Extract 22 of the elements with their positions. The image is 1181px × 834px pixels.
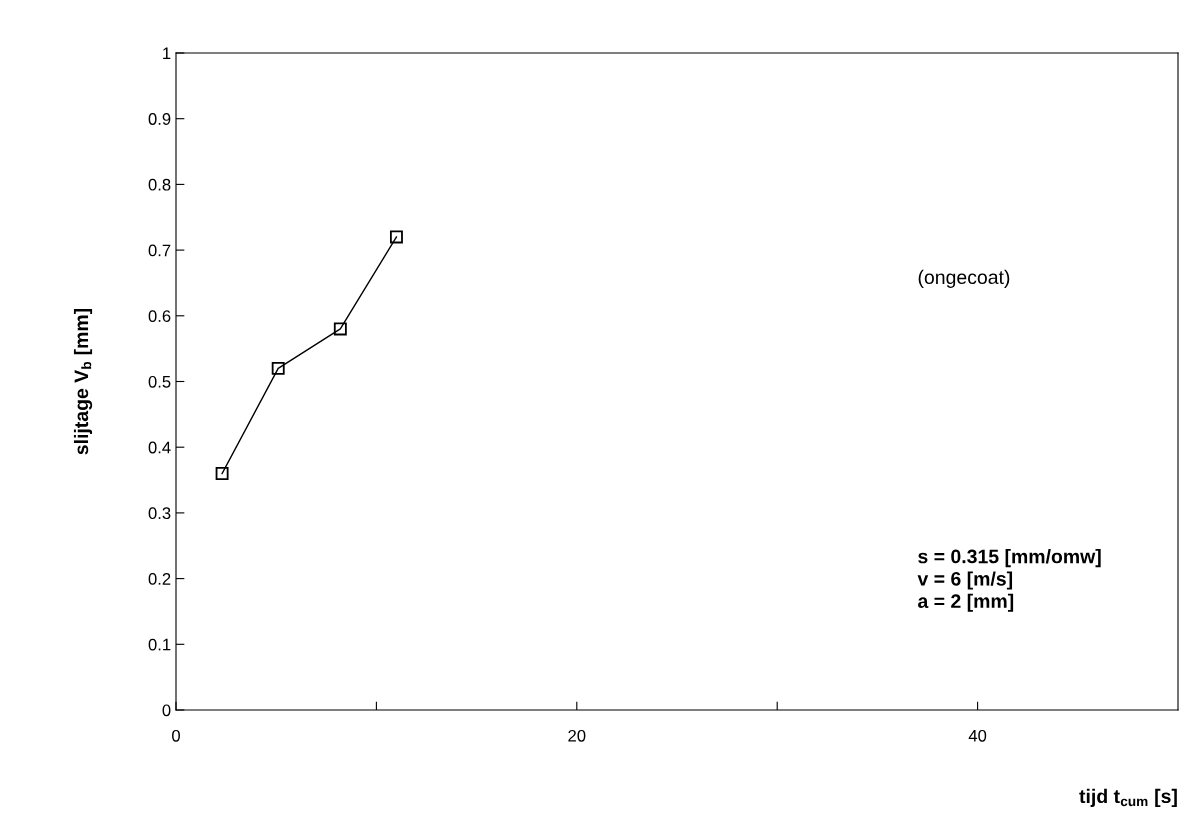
y-tick-label: 0.1 (148, 638, 171, 651)
y-tick-label: 0.7 (148, 244, 171, 257)
annotation: s = 0.315 [mm/omw] v = 6 [m/s] a = 2 [mm] (917, 549, 1101, 612)
point (389, 230, 403, 244)
y-tick-label: 0.8 (148, 178, 171, 191)
y-tick-label: 0.5 (148, 375, 171, 388)
x-axis-title: tijd t$_{cum}$ [s] (1079, 788, 1177, 807)
y-tick-label: 0.2 (148, 573, 171, 585)
y-tick-label: 0.4 (148, 441, 171, 454)
point (271, 361, 285, 375)
y-tick-label: 0.6 (148, 310, 171, 322)
x-tick-label: 20 (568, 729, 586, 742)
y-axis-title: slijtage V$_{b}$ [mm] (73, 308, 93, 455)
y-tick-label: 0.3 (148, 507, 171, 520)
y-tick-label: 1 (163, 47, 171, 60)
x-tick-label: 40 (968, 729, 987, 742)
y-tick-label: 0.9 (148, 113, 171, 125)
point (215, 467, 229, 480)
y-tick-label: 0 (162, 704, 171, 717)
x-tick-label: 0 (172, 729, 180, 742)
point (333, 322, 347, 336)
annotation: (ongecoat) (918, 269, 1010, 288)
